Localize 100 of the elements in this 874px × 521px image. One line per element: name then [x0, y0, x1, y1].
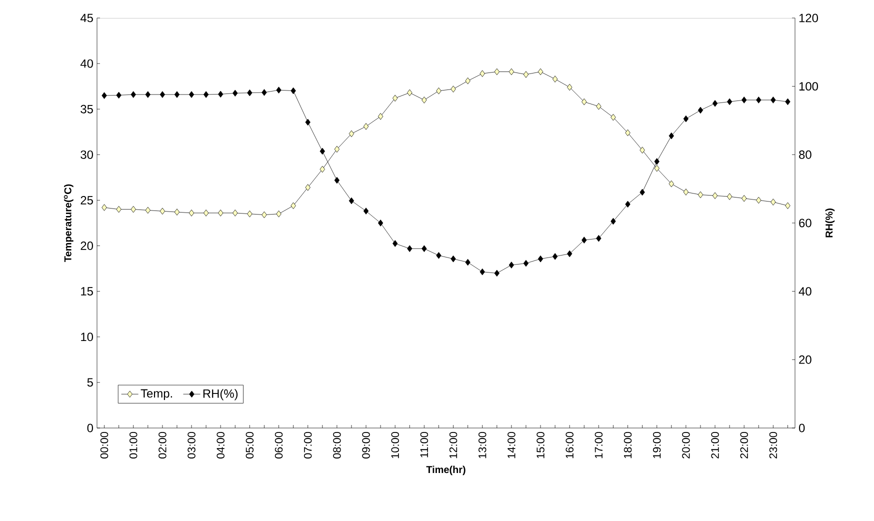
- y2-tick-label: 80: [799, 150, 812, 159]
- y2-tick-label: 60: [799, 218, 812, 228]
- x-tick-label: 08:00: [333, 432, 341, 459]
- x-tick-label: 11:00: [420, 432, 428, 458]
- point: [174, 91, 180, 98]
- x-tick-label: 15:00: [536, 432, 544, 458]
- point: [465, 258, 470, 266]
- point: [145, 91, 150, 98]
- x-tick-label: 06:00: [274, 432, 283, 459]
- point: [363, 208, 369, 214]
- point: [742, 195, 747, 202]
- y-tick-label: 25: [80, 196, 93, 204]
- point: [218, 90, 224, 98]
- point: [407, 89, 412, 96]
- point: [290, 202, 296, 210]
- x-tick-label: 13:00: [478, 432, 486, 458]
- point: [552, 253, 558, 260]
- x-tick-label: 17:00: [594, 432, 603, 458]
- point: [698, 106, 704, 114]
- point: [378, 220, 384, 226]
- point: [698, 191, 704, 198]
- point: [640, 188, 645, 196]
- point: [683, 188, 689, 196]
- point: [508, 262, 514, 268]
- point: [538, 68, 544, 76]
- point: [305, 118, 310, 126]
- x-tick-label: 12:00: [449, 432, 458, 458]
- point: [348, 130, 354, 138]
- y-tick-label: 20: [80, 242, 94, 250]
- y-tick-label: 0: [87, 424, 94, 432]
- point: [188, 210, 194, 216]
- point: [102, 92, 107, 99]
- point: [756, 96, 762, 104]
- point: [785, 202, 790, 210]
- point: [290, 87, 296, 94]
- y-tick-label: 30: [80, 150, 94, 159]
- point: [247, 210, 252, 218]
- point: [363, 123, 369, 130]
- point: [130, 91, 136, 98]
- point: [334, 146, 340, 153]
- point: [203, 210, 209, 216]
- point: [567, 84, 572, 91]
- point: [130, 206, 136, 213]
- point: [348, 197, 354, 204]
- y2-tick-label: 20: [799, 355, 812, 364]
- point: [276, 86, 282, 94]
- point: [102, 204, 107, 211]
- point: [785, 98, 790, 106]
- point: [726, 98, 732, 106]
- y-tick-label: 15: [81, 287, 93, 296]
- point: [712, 192, 718, 200]
- x-tick-label: 02:00: [158, 432, 166, 459]
- point: [320, 166, 325, 173]
- y2-tick-label: 100: [799, 82, 818, 91]
- y-tick-label: 5: [87, 378, 93, 387]
- point: [756, 196, 762, 204]
- point: [683, 115, 689, 122]
- point: [523, 71, 529, 78]
- x-tick-label: 00:00: [100, 432, 108, 459]
- point: [480, 70, 485, 77]
- y-axis-title: Temperature($^{o}$C): [64, 184, 74, 262]
- x-tick-label: 03:00: [188, 432, 196, 459]
- point: [640, 146, 645, 154]
- point: [538, 255, 544, 262]
- point: [494, 270, 500, 277]
- point: [422, 245, 427, 252]
- point: [436, 88, 442, 94]
- point: [494, 68, 500, 76]
- point: [567, 250, 572, 258]
- point: [582, 236, 587, 244]
- point: [450, 255, 456, 262]
- y-tick-label: 40: [80, 59, 94, 68]
- point: [232, 90, 238, 97]
- point: [160, 91, 166, 98]
- point: [116, 206, 122, 213]
- legend-label: Temp.: [140, 389, 172, 400]
- x-tick-label: 14:00: [508, 432, 516, 458]
- y-tick-label: 45: [80, 14, 93, 22]
- point: [116, 92, 122, 99]
- y2-tick-label: 120: [799, 14, 818, 22]
- x-tick-label: 05:00: [246, 432, 254, 459]
- x-tick-label: 19:00: [652, 432, 661, 458]
- point: [247, 89, 252, 96]
- point: [668, 132, 674, 140]
- legend-label: RH(%): [203, 389, 238, 400]
- point: [596, 102, 602, 110]
- point: [174, 208, 180, 216]
- x-tick-label: 18:00: [624, 432, 632, 458]
- point: [465, 77, 470, 84]
- point: [392, 94, 398, 102]
- point: [770, 96, 776, 104]
- point: [407, 245, 412, 252]
- x-tick-label: 10:00: [391, 432, 399, 458]
- x-tick-label: 23:00: [769, 432, 778, 458]
- point: [625, 200, 630, 208]
- point: [218, 210, 224, 216]
- x-axis-title: Time(hr): [426, 466, 466, 476]
- point: [552, 76, 558, 82]
- point: [450, 86, 456, 92]
- point: [145, 206, 150, 214]
